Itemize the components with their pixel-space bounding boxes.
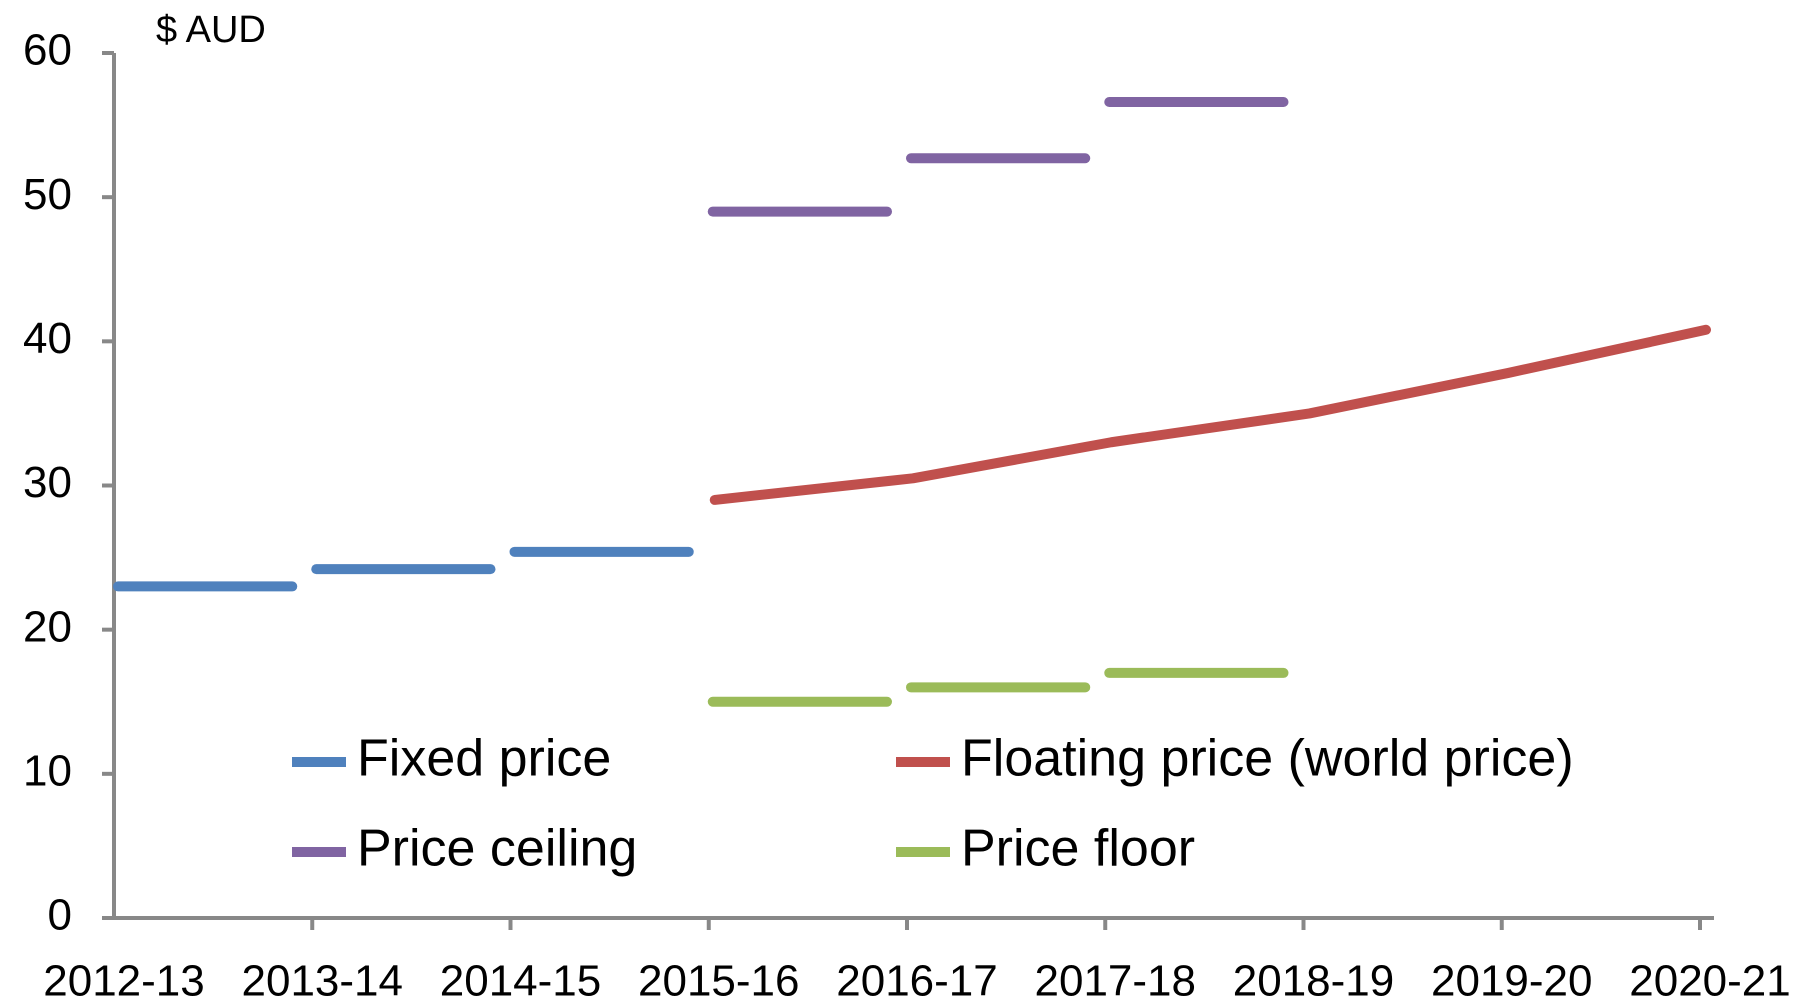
x-tick-label: 2017-18 — [1035, 957, 1196, 1003]
y-tick-label: 50 — [23, 170, 72, 219]
y-tick-label: 40 — [23, 314, 72, 363]
x-tick-label: 2018-19 — [1233, 957, 1394, 1003]
y-tick-label: 30 — [23, 458, 72, 507]
legend-label: Price floor — [961, 820, 1195, 878]
series-line — [709, 324, 1711, 505]
y-axis-label: $ AUD — [156, 9, 266, 51]
y-tick-label: 0 — [48, 891, 72, 940]
x-tick-label: 2013-14 — [242, 957, 403, 1003]
y-tick-label: 20 — [23, 602, 72, 651]
x-tick-label: 2020-21 — [1629, 957, 1790, 1003]
y-tick-label: 10 — [23, 746, 72, 795]
legend-label: Price ceiling — [357, 820, 637, 878]
x-tick-label: 2019-20 — [1431, 957, 1592, 1003]
y-tick-label: 60 — [23, 26, 72, 75]
x-tick-label: 2015-16 — [638, 957, 799, 1003]
x-tick-label: 2012-13 — [43, 957, 204, 1003]
x-tick-label: 2016-17 — [836, 957, 997, 1003]
legend-label: Fixed price — [357, 730, 611, 788]
legend-label: Floating price (world price) — [961, 730, 1574, 788]
x-tick-label: 2014-15 — [440, 957, 601, 1003]
